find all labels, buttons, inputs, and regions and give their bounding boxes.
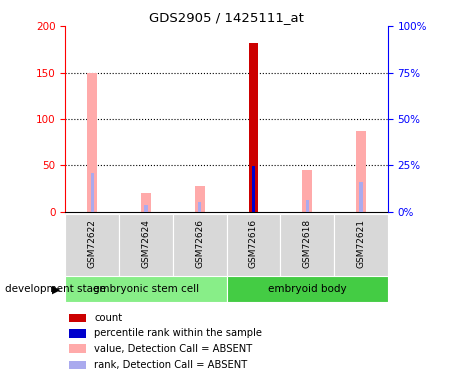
Text: GSM72624: GSM72624 (142, 219, 151, 268)
Bar (69, 361, 87, 369)
Bar (226, 214, 281, 276)
Bar (356, 131, 366, 212)
Bar (306, 200, 309, 212)
Bar (226, 276, 388, 302)
Text: GSM72616: GSM72616 (249, 219, 258, 268)
Text: count: count (94, 313, 122, 323)
Bar (65, 214, 119, 276)
Bar (334, 214, 388, 276)
Bar (87, 73, 97, 212)
Title: GDS2905 / 1425111_at: GDS2905 / 1425111_at (149, 11, 304, 24)
Bar (69, 345, 87, 353)
Text: ▶: ▶ (52, 285, 61, 294)
Bar (65, 276, 226, 302)
Bar (119, 214, 173, 276)
Text: percentile rank within the sample: percentile rank within the sample (94, 328, 262, 338)
Bar (359, 182, 363, 212)
Bar (249, 43, 258, 212)
Text: GSM72626: GSM72626 (195, 219, 204, 268)
Bar (281, 214, 334, 276)
Bar (252, 166, 255, 212)
Text: GSM72622: GSM72622 (88, 219, 97, 268)
Bar (69, 314, 87, 322)
Bar (91, 173, 94, 212)
Text: development stage: development stage (5, 285, 106, 294)
Bar (173, 214, 226, 276)
Bar (69, 329, 87, 338)
Text: value, Detection Call = ABSENT: value, Detection Call = ABSENT (94, 344, 253, 354)
Bar (195, 186, 205, 212)
Text: embryoid body: embryoid body (268, 284, 346, 294)
Bar (144, 206, 147, 212)
Bar (141, 194, 151, 212)
Text: rank, Detection Call = ABSENT: rank, Detection Call = ABSENT (94, 360, 248, 370)
Bar (303, 170, 312, 212)
Bar (198, 202, 201, 212)
Text: GSM72618: GSM72618 (303, 219, 312, 268)
Text: GSM72621: GSM72621 (356, 219, 365, 268)
Text: embryonic stem cell: embryonic stem cell (93, 284, 199, 294)
